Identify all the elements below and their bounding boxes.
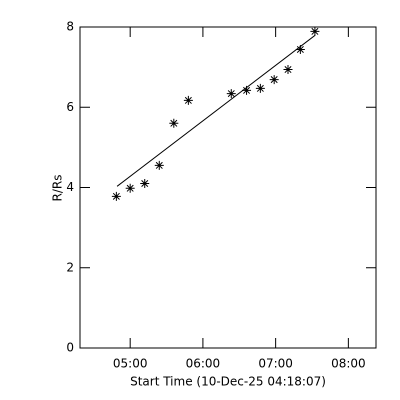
x-tick-label: 07:00: [258, 357, 293, 371]
x-tick-label: 08:00: [331, 357, 366, 371]
data-point: [154, 160, 164, 170]
data-point: [255, 83, 265, 93]
data-point: [111, 191, 121, 201]
y-tick-label: 0: [66, 341, 74, 355]
data-point: [125, 183, 135, 193]
data-point: [169, 118, 179, 128]
data-point: [269, 75, 279, 85]
data-point: [140, 178, 150, 188]
y-tick-label: 8: [66, 20, 74, 34]
y-axis-label: R/Rs: [51, 175, 65, 202]
y-tick-label: 4: [66, 180, 74, 194]
data-point: [283, 65, 293, 75]
data-point: [226, 89, 236, 99]
data-point: [183, 95, 193, 105]
data-point: [310, 26, 320, 36]
fit-line: [116, 35, 316, 187]
y-tick-label: 2: [66, 260, 74, 274]
y-tick-label: 6: [66, 100, 74, 114]
x-axis-label: Start Time (10-Dec-25 04:18:07): [130, 375, 326, 389]
data-point: [242, 85, 252, 95]
data-point: [295, 44, 305, 54]
x-tick-label: 06:00: [186, 357, 221, 371]
x-tick-label: 05:00: [113, 357, 148, 371]
